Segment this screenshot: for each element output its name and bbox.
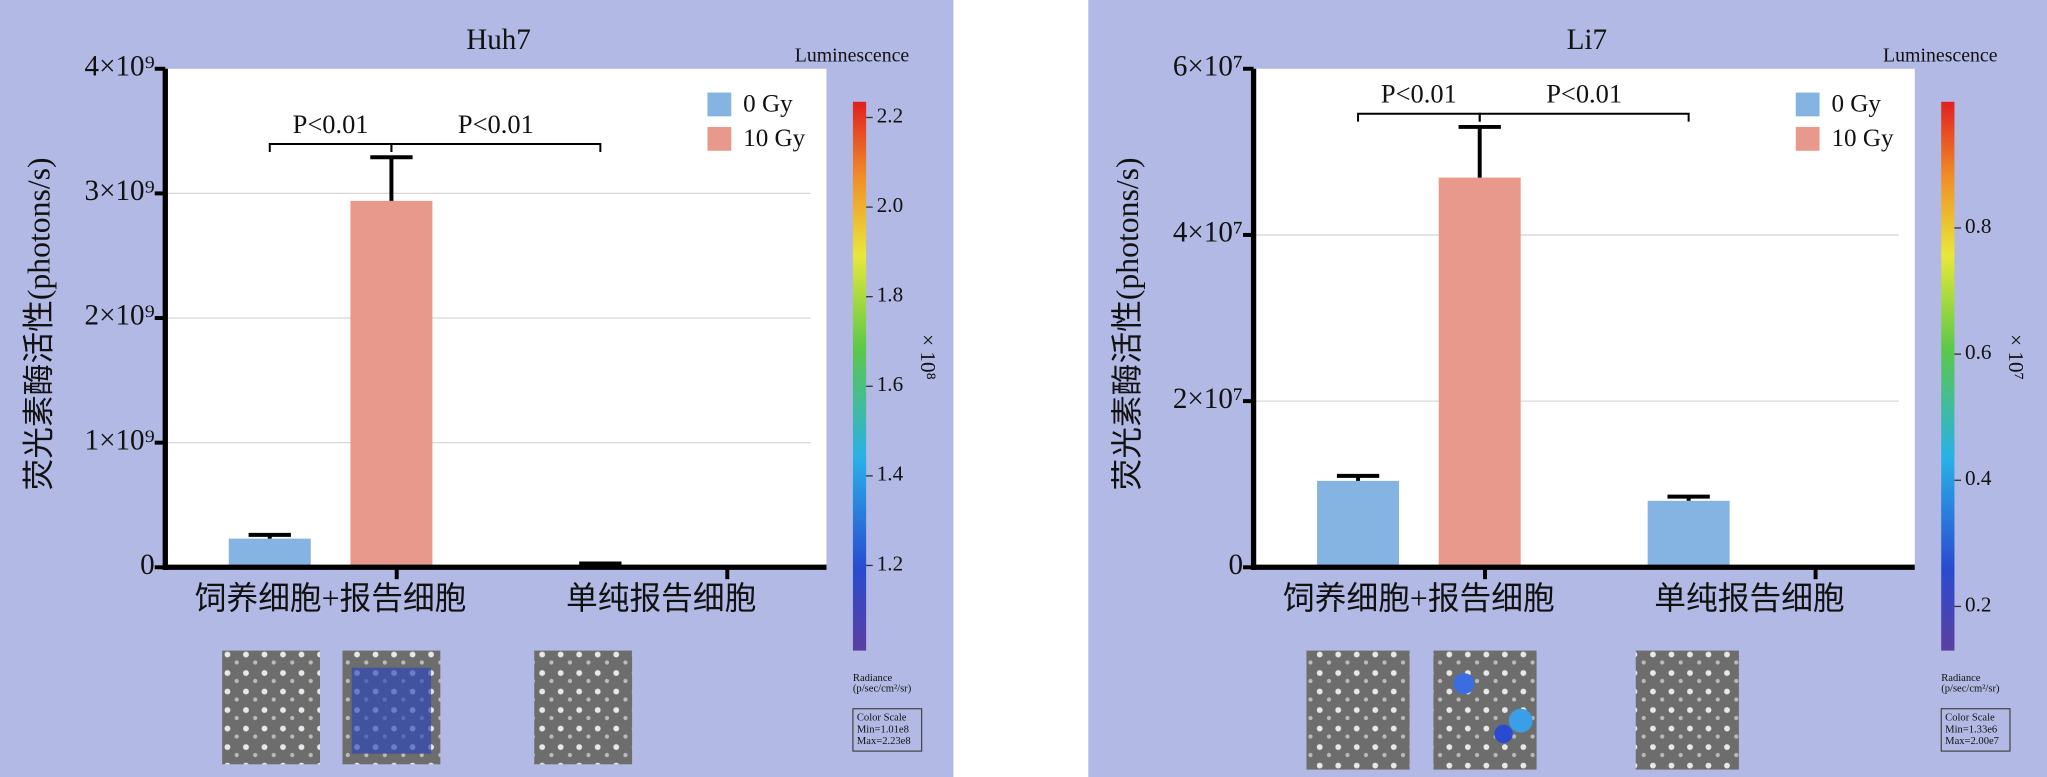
color-scale-max: Max=2.00e7 [1945, 736, 1999, 747]
color-scale-box [1940, 708, 2011, 752]
colorbar-tick-label: 1.8 [877, 283, 903, 307]
well-images [222, 650, 1739, 770]
y-tick-label: 2×10⁹ [85, 300, 155, 332]
x-tick-label: 饲养细胞+报告细胞 [1283, 581, 1555, 616]
chart-title: Huh7 [466, 24, 531, 56]
color-scale-min: Min=1.01e8 [857, 724, 909, 735]
color-scale-title: Color Scale [857, 712, 907, 723]
error-bar [248, 532, 291, 539]
significance-label: P<0.01 [458, 109, 534, 139]
bar [228, 538, 311, 568]
y-tick-label: 2×10⁷ [1173, 383, 1243, 415]
signal-spot [1494, 724, 1513, 744]
well-image [534, 650, 633, 765]
well-image [222, 650, 321, 765]
y-tick-label: 6×10⁷ [1173, 50, 1243, 82]
colorbar [852, 101, 867, 651]
y-axis-label: 荧光素酶活性(photons/s) [22, 157, 57, 490]
legend-label: 0 Gy [1831, 91, 1881, 118]
well-image [1306, 650, 1410, 770]
y-axis-label: 荧光素酶活性(photons/s) [1110, 157, 1145, 490]
bar [1317, 480, 1400, 568]
bar [1647, 500, 1730, 568]
y-tick-label: 1×10⁹ [85, 424, 155, 456]
x-tick-label: 单纯报告细胞 [566, 581, 756, 616]
significance-bracket [1478, 112, 1690, 122]
error-bar [1458, 124, 1501, 178]
bar [350, 200, 433, 568]
y-tick-label: 0 [1228, 549, 1243, 581]
colorbar-tick-label: 2.0 [877, 193, 903, 217]
colorbar-tick-label: 1.2 [877, 551, 903, 575]
significance-bracket [390, 143, 602, 152]
error-bar [1667, 494, 1710, 501]
colorbar-tick-label: 1.4 [877, 462, 904, 486]
legend-swatch [1795, 126, 1820, 151]
x-tick-label: 饲养细胞+报告细胞 [195, 581, 467, 616]
bar [1438, 177, 1521, 568]
color-scale-min: Min=1.33e6 [1945, 724, 1997, 735]
significance-label: P<0.01 [1546, 79, 1622, 109]
colorbar-multiplier: × 10⁸ [916, 334, 940, 380]
error-bar [1336, 473, 1380, 481]
radiance-label: Radiance [853, 673, 893, 684]
significance-label: P<0.01 [1381, 79, 1457, 109]
colorbar-multiplier: × 10⁷ [2004, 334, 2028, 380]
y-tick-label: 4×10⁹ [85, 50, 155, 82]
error-bar [579, 561, 622, 566]
legend-label: 10 Gy [743, 125, 806, 152]
legend-swatch [707, 126, 732, 151]
colorbar-tick-label: 0.2 [1965, 592, 1991, 616]
y-tick-label: 4×10⁷ [1173, 217, 1243, 249]
y-tick-label: 3×10⁹ [85, 175, 155, 207]
significance-label: P<0.01 [293, 109, 369, 139]
signal-spot [1508, 708, 1533, 733]
color-scale-max: Max=2.23e8 [857, 736, 911, 747]
radiance-label: Radiance [1941, 673, 1981, 684]
colorbar-tick-label: 0.8 [1965, 214, 1991, 238]
legend-swatch [707, 92, 732, 117]
well-image [1635, 650, 1739, 770]
chart-title: Li7 [1567, 24, 1607, 56]
colorbar-tick-label: 0.6 [1965, 340, 1991, 364]
legend-label: 10 Gy [1831, 125, 1894, 152]
radiance-unit: (p/sec/cm²/sr) [853, 683, 912, 694]
color-scale-box [852, 708, 923, 752]
legend-label: 0 Gy [743, 91, 793, 118]
colorbar-tick-label: 1.6 [877, 372, 903, 396]
signal-spot [1453, 673, 1475, 695]
y-tick-label: 0 [140, 549, 155, 581]
x-tick-label: 单纯报告细胞 [1654, 581, 1844, 616]
colorbar-title: Luminescence [795, 44, 910, 66]
colorbar-tick-label: 2.2 [877, 103, 903, 127]
legend-swatch [1795, 92, 1820, 117]
signal-overlay [351, 667, 432, 754]
colorbar-title: Luminescence [1883, 44, 1998, 66]
colorbar-tick-label: 0.4 [1965, 466, 1992, 490]
radiance-unit: (p/sec/cm²/sr) [1941, 683, 2000, 694]
colorbar [1941, 101, 1955, 651]
color-scale-title: Color Scale [1945, 712, 1995, 723]
error-bar [370, 155, 413, 201]
